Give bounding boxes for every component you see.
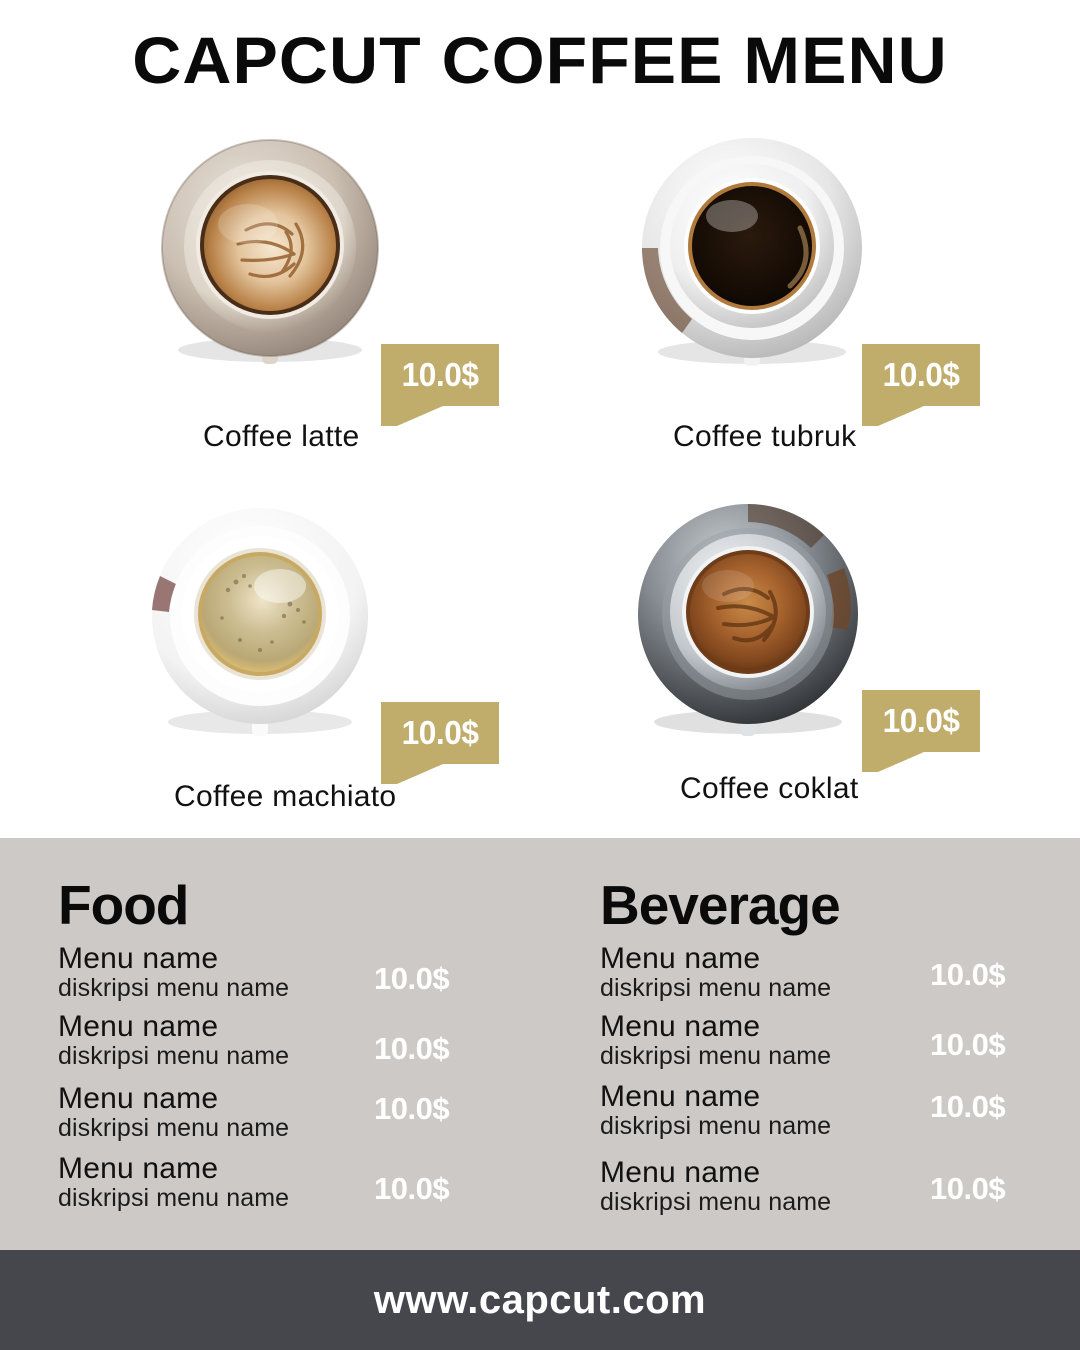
menu-row[interactable]: Menu name diskripsi menu name 10.0$ (58, 1147, 528, 1215)
menu-item-description: diskripsi menu name (58, 1113, 290, 1142)
menu-item-name: Menu name (58, 1082, 219, 1115)
coffee-item-name: Coffee machiato (174, 780, 397, 813)
price-badge: 10.0$ (862, 690, 980, 772)
badge-tail (381, 764, 499, 784)
menu-item-description: diskripsi menu name (58, 1183, 290, 1212)
menu-item-price: 10.0$ (930, 957, 1006, 992)
menu-item-name: Menu name (600, 1080, 761, 1113)
coffee-cup-machiato-image (140, 500, 380, 748)
coffee-item-name: Coffee tubruk (673, 420, 857, 453)
menu-item-description: diskripsi menu name (600, 1041, 832, 1070)
website-url[interactable]: www.capcut.com (373, 1277, 707, 1322)
menu-row[interactable]: Menu name diskripsi menu name 10.0$ (600, 1147, 1070, 1215)
coffee-cup-latte-image (150, 132, 390, 380)
menu-item-description: diskripsi menu name (600, 973, 832, 1002)
beverage-menu-column: Beverage Menu name diskripsi menu name 1… (600, 878, 1070, 1215)
price-badge: 10.0$ (381, 702, 499, 784)
badge-tail (862, 406, 980, 426)
coffee-item-card[interactable]: 10.0$ Coffee machiato (0, 480, 540, 840)
price-badge: 10.0$ (381, 344, 499, 426)
menu-row[interactable]: Menu name diskripsi menu name 10.0$ (58, 943, 528, 1011)
coffee-items-grid: 10.0$ Coffee latte (0, 118, 1080, 838)
price-text: 10.0$ (882, 356, 960, 393)
food-menu-column: Food Menu name diskripsi menu name 10.0$… (58, 878, 528, 1215)
coffee-item-card[interactable]: 10.0$ Coffee latte (0, 118, 540, 478)
menu-row[interactable]: Menu name diskripsi menu name 10.0$ (58, 1011, 528, 1079)
menu-item-price: 10.0$ (374, 961, 450, 996)
menu-item-description: diskripsi menu name (600, 1111, 832, 1140)
menu-panel: Food Menu name diskripsi menu name 10.0$… (0, 838, 1080, 1250)
menu-item-price: 10.0$ (374, 1171, 450, 1206)
menu-item-name: Menu name (58, 1152, 219, 1185)
menu-item-name: Menu name (58, 942, 219, 975)
menu-item-description: diskripsi menu name (58, 973, 290, 1002)
coffee-item-card[interactable]: 10.0$ Coffee tubruk (540, 118, 1080, 478)
menu-item-name: Menu name (600, 942, 761, 975)
menu-item-price: 10.0$ (930, 1171, 1006, 1206)
menu-item-price: 10.0$ (930, 1089, 1006, 1124)
menu-item-name: Menu name (600, 1010, 761, 1043)
footer-bar: www.capcut.com (0, 1250, 1080, 1350)
coffee-item-name: Coffee coklat (680, 772, 859, 805)
menu-item-name: Menu name (600, 1156, 761, 1189)
menu-item-price: 10.0$ (930, 1027, 1006, 1062)
badge-tail (381, 406, 499, 426)
price-badge: 10.0$ (862, 344, 980, 426)
coffee-item-card[interactable]: 10.0$ Coffee coklat (540, 480, 1080, 840)
price-text: 10.0$ (401, 356, 479, 393)
coffee-cup-coklat-image (628, 498, 868, 746)
badge-tail (862, 752, 980, 772)
menu-item-price: 10.0$ (374, 1031, 450, 1066)
coffee-item-name: Coffee latte (203, 420, 360, 453)
menu-item-name: Menu name (58, 1010, 219, 1043)
section-heading-beverage: Beverage (600, 874, 841, 936)
menu-row[interactable]: Menu name diskripsi menu name 10.0$ (600, 1011, 1070, 1079)
price-text: 10.0$ (401, 714, 479, 751)
coffee-cup-tubruk-image (632, 132, 872, 380)
menu-row[interactable]: Menu name diskripsi menu name 10.0$ (58, 1079, 528, 1147)
menu-row[interactable]: Menu name diskripsi menu name 10.0$ (600, 1079, 1070, 1147)
menu-item-price: 10.0$ (374, 1091, 450, 1126)
menu-item-description: diskripsi menu name (600, 1187, 832, 1216)
price-text: 10.0$ (882, 702, 960, 739)
menu-item-description: diskripsi menu name (58, 1041, 290, 1070)
menu-row[interactable]: Menu name diskripsi menu name 10.0$ (600, 943, 1070, 1011)
section-heading-food: Food (58, 874, 189, 936)
page-title: CAPCUT COFFEE MENU (132, 23, 948, 97)
